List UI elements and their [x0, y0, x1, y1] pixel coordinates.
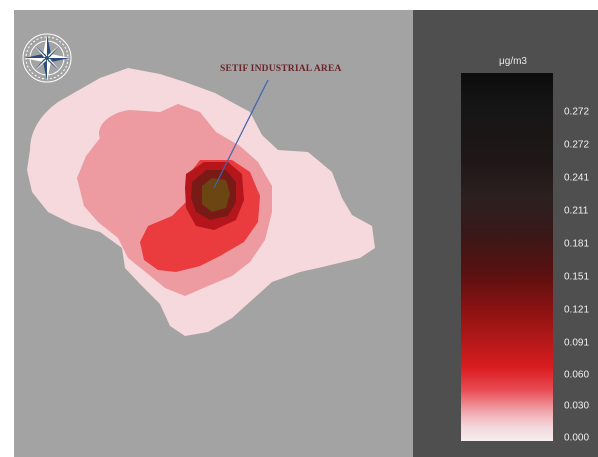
legend-tick-label: 0.181	[564, 238, 590, 250]
legend-color-bar	[461, 73, 553, 441]
compass-rose-icon	[22, 33, 72, 83]
legend-tick-label: 0.241	[564, 172, 590, 184]
annotation-pointer-line	[213, 79, 269, 189]
legend-tick-label: 0.151	[564, 271, 590, 283]
legend-panel: μg/m3 0.272 0.272 0.241 0.211 0.181 0.15…	[413, 10, 598, 457]
legend-tick-label: 0.211	[564, 205, 589, 217]
legend-tick-label: 0.272	[564, 106, 590, 118]
contour-core	[202, 178, 230, 212]
legend-unit-label: μg/m3	[499, 56, 527, 67]
legend-tick-label: 0.272	[564, 139, 590, 151]
legend-tick-label: 0.060	[564, 369, 590, 381]
legend-tick-label: 0.030	[564, 400, 590, 412]
legend-tick-label: 0.000	[564, 432, 590, 444]
legend-tick-label: 0.091	[564, 337, 590, 349]
industrial-area-label: SETIF INDUSTRIAL AREA	[220, 64, 342, 74]
legend-tick-label: 0.121	[564, 304, 590, 316]
